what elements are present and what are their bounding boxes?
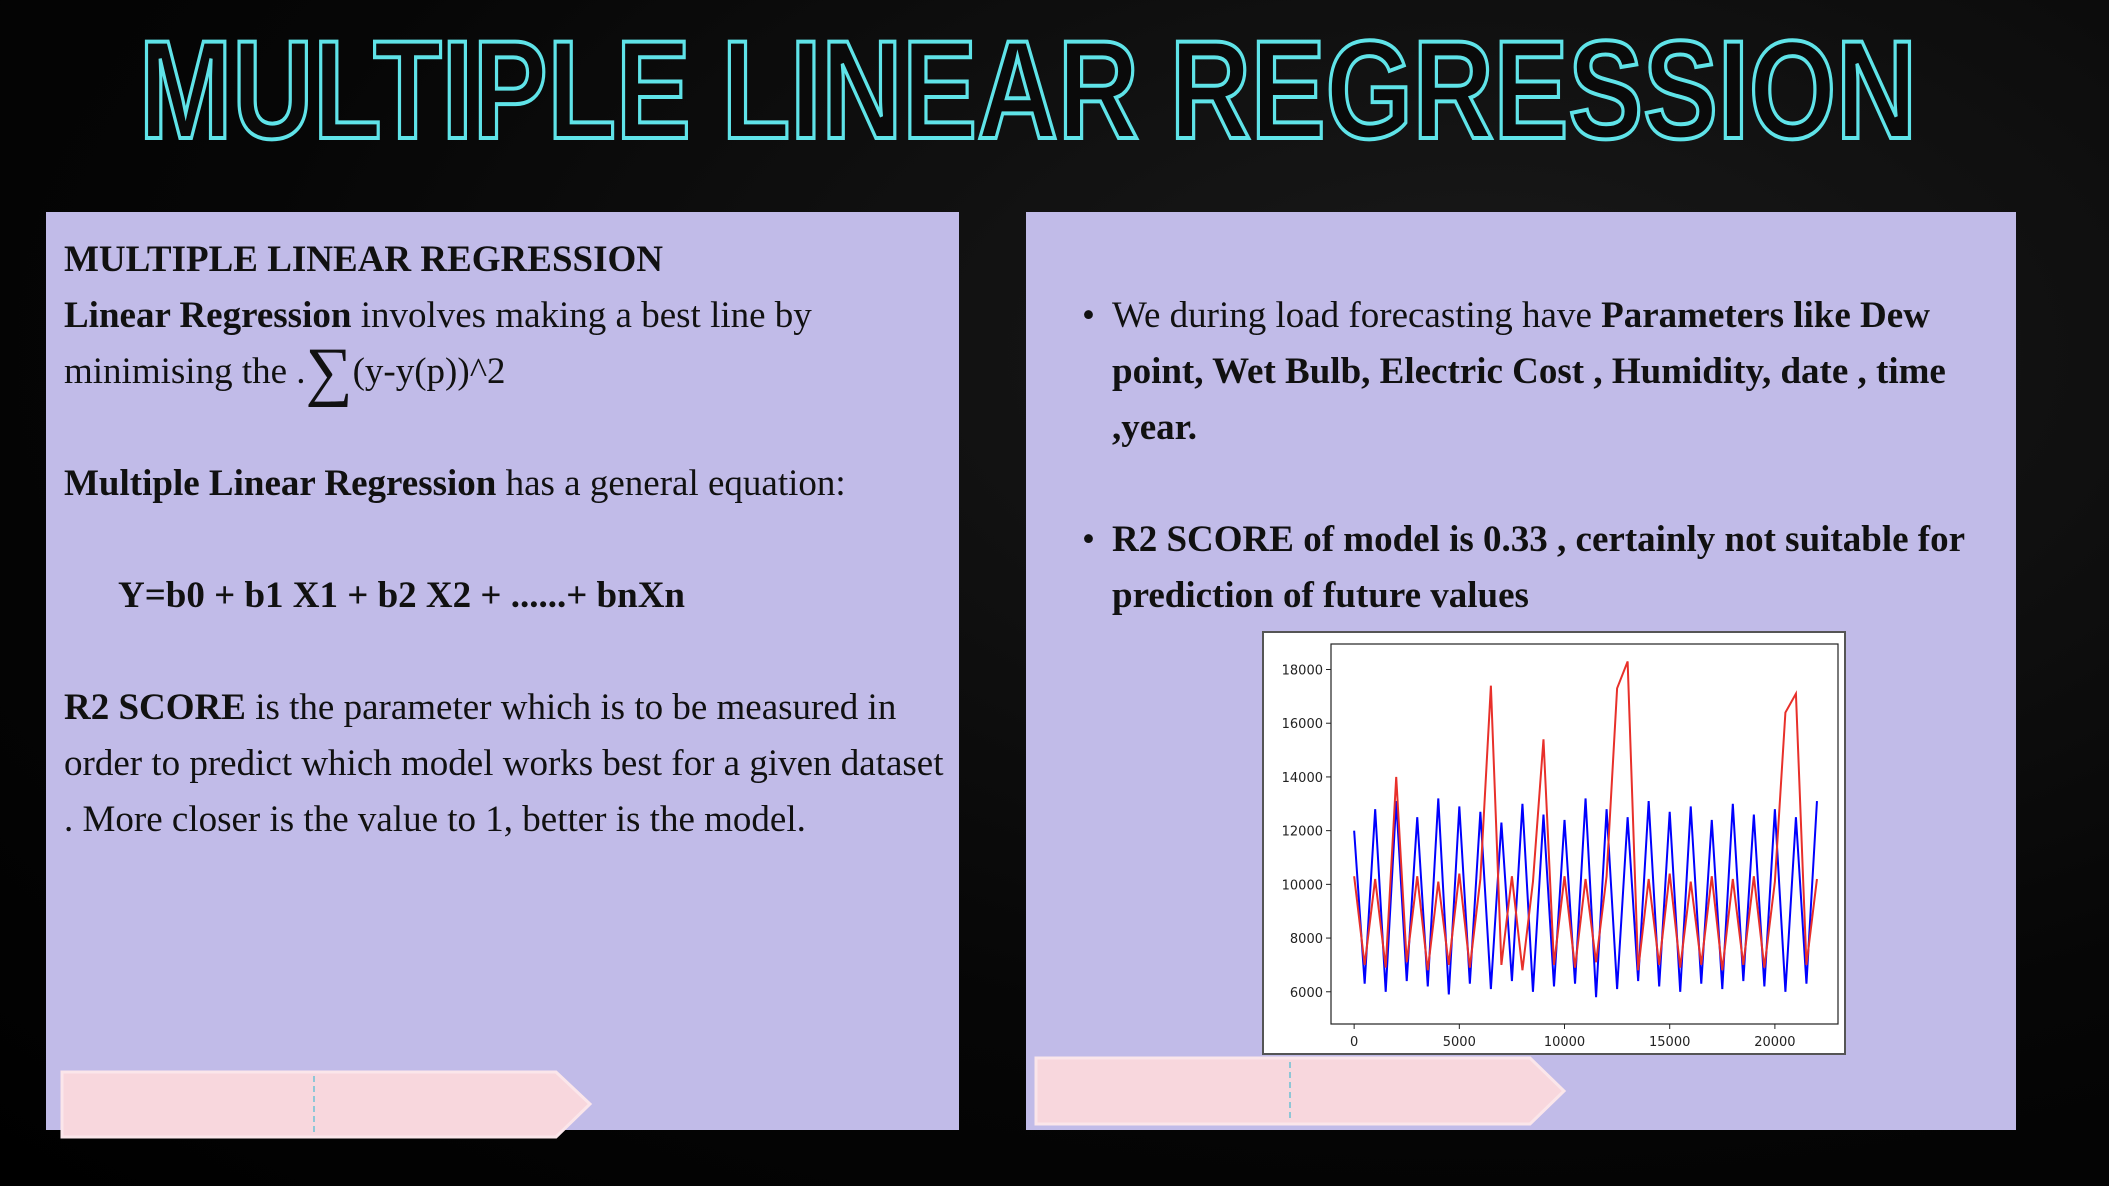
y-tick-label: 8000 (1290, 932, 1323, 947)
equation: Y=b0 + b1 X1 + b2 X2 + ......+ bnXn (118, 575, 686, 616)
formula: (y-y(p))^2 (352, 351, 506, 392)
bold-text: Linear Regression (64, 295, 352, 336)
y-tick-label: 6000 (1290, 986, 1323, 1001)
paragraph: Linear Regression involves making a best… (64, 288, 954, 405)
plot-frame (1330, 643, 1839, 1025)
x-tick-label: 5000 (1443, 1035, 1476, 1050)
y-tick-label: 18000 (1282, 664, 1323, 679)
bullet: We during load forecasting have Paramete… (1082, 288, 2002, 456)
paragraph: R2 SCORE is the parameter which is to be… (64, 680, 954, 848)
text: is the parameter which is to be measured… (64, 687, 944, 840)
y-tick-label: 10000 (1282, 878, 1323, 893)
left-panel (46, 212, 959, 1130)
title-area: MULTIPLE LINEAR REGRESSION (137, 9, 1919, 160)
x-tick-label: 0 (1350, 1035, 1358, 1050)
series-line (1353, 661, 1818, 971)
chart: 6000 8000 10000 12000 14000 16000 18000 0 5000 10… (1262, 631, 1846, 1055)
bullet-list: We during load forecasting have Paramete… (1082, 288, 2002, 624)
x-tick-label: 15000 (1649, 1035, 1690, 1050)
x-tick-label: 10000 (1544, 1035, 1585, 1050)
right-text: We during load forecasting have Paramete… (1082, 288, 2002, 680)
text: We during load forecasting have (1112, 295, 1602, 336)
sigma: ∑ (305, 335, 353, 408)
heading: MULTIPLE LINEAR REGRESSION (64, 239, 664, 280)
bold-text: R2 SCORE of model is 0.33 , certainly no… (1112, 519, 1965, 616)
y-tick-label: 14000 (1282, 771, 1323, 786)
bold-text: R2 SCORE (64, 687, 246, 728)
y-tick-label: 16000 (1282, 717, 1323, 732)
paragraph: Multiple Linear Regression has a general… (64, 456, 954, 512)
y-tick-label: 12000 (1282, 825, 1323, 840)
x-tick-label: 20000 (1754, 1035, 1795, 1050)
bold-text: Multiple Linear Regression (64, 463, 497, 504)
slide-title: MULTIPLE LINEAR REGRESSION (139, 11, 1917, 160)
bullet: R2 SCORE of model is 0.33 , certainly no… (1082, 512, 2002, 624)
left-text: MULTIPLE LINEAR REGRESSION Linear Regres… (64, 232, 954, 904)
text: has a general equation: (496, 463, 846, 504)
bold-text: Parameters like Dew point, Wet Bulb, Ele… (1112, 295, 1946, 448)
text: involves making a best line by minimisin… (64, 295, 812, 392)
series-line (1353, 798, 1818, 998)
